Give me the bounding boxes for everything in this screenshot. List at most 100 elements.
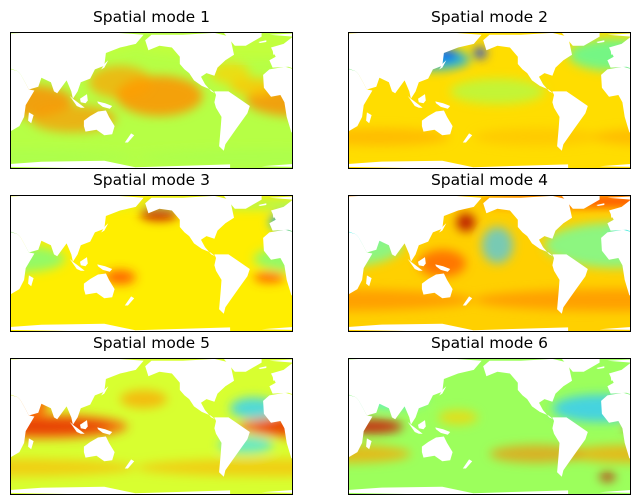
- anomaly-blob: [135, 458, 293, 477]
- anomaly-blob: [450, 78, 545, 105]
- land: [83, 273, 115, 299]
- panel-title: Spatial mode 3: [92, 171, 211, 189]
- axes-frame: [10, 32, 293, 169]
- land: [263, 392, 293, 459]
- anomaly-blob: [253, 271, 286, 283]
- anomaly-blob: [348, 444, 411, 463]
- land: [97, 101, 113, 109]
- land: [601, 229, 631, 296]
- land: [10, 32, 144, 99]
- panel-6: Spatial mode 6: [348, 334, 631, 495]
- land: [434, 386, 447, 399]
- land: [418, 420, 426, 430]
- axes-frame: [348, 358, 631, 495]
- land: [435, 264, 451, 272]
- land: [145, 358, 234, 420]
- anomaly-blob: [473, 127, 600, 147]
- anomaly-blob: [10, 458, 136, 477]
- anomaly-blob: [473, 289, 631, 311]
- land: [272, 210, 279, 218]
- land: [596, 366, 605, 369]
- panel-3: Spatial mode 3: [10, 171, 293, 332]
- land: [80, 257, 88, 267]
- land: [135, 490, 231, 495]
- land: [418, 94, 426, 104]
- land: [28, 438, 34, 450]
- land: [601, 66, 631, 133]
- land: [407, 95, 423, 108]
- land: [348, 395, 373, 458]
- panel-2: Spatial mode 2: [348, 8, 631, 169]
- land: [258, 203, 267, 206]
- land: [599, 164, 631, 167]
- land: [96, 223, 109, 236]
- land: [434, 60, 447, 73]
- land: [10, 195, 144, 262]
- land: [348, 232, 373, 295]
- land: [28, 275, 34, 287]
- land: [561, 195, 600, 209]
- land: [483, 358, 572, 420]
- panel-1: Spatial mode 1: [10, 8, 293, 169]
- land: [473, 327, 569, 332]
- land: [418, 257, 426, 267]
- anomaly-blob: [568, 444, 631, 463]
- land: [607, 33, 631, 69]
- land: [145, 32, 234, 94]
- land: [69, 95, 85, 108]
- land: [348, 358, 482, 425]
- anomaly-blob: [88, 65, 152, 99]
- anomaly-blob: [418, 249, 466, 278]
- land: [348, 323, 482, 332]
- land: [473, 164, 569, 169]
- land: [80, 420, 88, 430]
- land: [561, 32, 600, 46]
- land: [145, 195, 234, 257]
- land: [28, 112, 34, 124]
- anomaly-blob: [10, 149, 136, 165]
- land: [434, 223, 447, 236]
- land-mask: [10, 32, 293, 169]
- anomaly-blob: [438, 410, 478, 425]
- land: [407, 421, 423, 434]
- land: [83, 436, 115, 462]
- anomaly-blob: [210, 62, 250, 85]
- panel-4: Spatial mode 4: [348, 171, 631, 332]
- land: [10, 323, 144, 332]
- land: [348, 160, 482, 169]
- land: [596, 203, 605, 206]
- land: [607, 196, 631, 232]
- land: [348, 32, 482, 99]
- land: [214, 417, 250, 477]
- land: [348, 69, 373, 132]
- land: [599, 327, 631, 330]
- land: [258, 366, 267, 369]
- land: [421, 436, 453, 462]
- land: [135, 164, 231, 169]
- land: [483, 195, 572, 257]
- anomaly-blob: [591, 128, 631, 146]
- panel-title: Spatial mode 1: [92, 8, 211, 26]
- land-mask: [348, 32, 631, 169]
- panel-title: Spatial mode 5: [92, 334, 211, 352]
- heatmap: [348, 358, 631, 495]
- land: [483, 32, 572, 94]
- land: [83, 110, 115, 136]
- land: [435, 101, 451, 109]
- land: [462, 133, 473, 143]
- axes-frame: [10, 358, 293, 495]
- land: [223, 32, 262, 46]
- land: [97, 264, 113, 272]
- land: [552, 91, 588, 151]
- land: [69, 421, 85, 434]
- land: [10, 358, 144, 425]
- land: [601, 392, 631, 459]
- land: [96, 386, 109, 399]
- land: [10, 69, 35, 132]
- land: [421, 273, 453, 299]
- land: [610, 210, 617, 218]
- land: [561, 358, 600, 372]
- anomaly-blob: [120, 390, 168, 409]
- land: [366, 438, 372, 450]
